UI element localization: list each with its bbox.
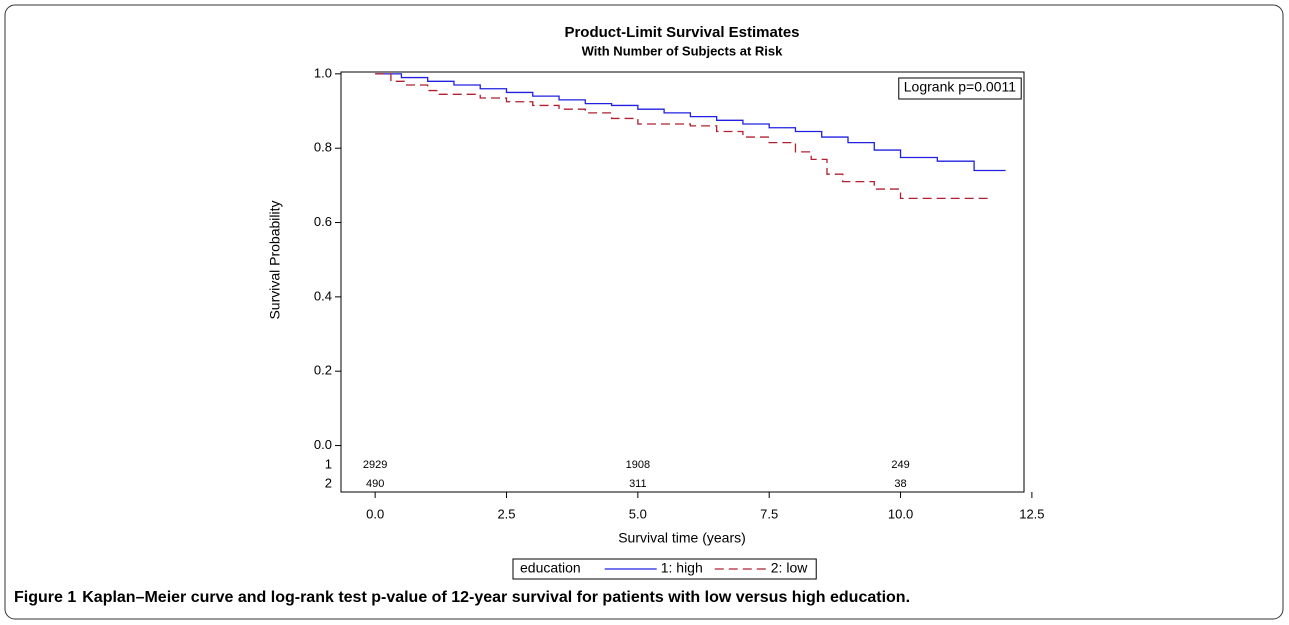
annotation-box — [898, 77, 1022, 100]
legend-label: 2: low — [771, 560, 808, 576]
caption-text: Kaplan–Meier curve and log-rank test p-v… — [82, 589, 910, 606]
survival-curve — [375, 73, 990, 200]
y-axis-label: Survival Probability — [267, 200, 283, 319]
legend-label: 1: high — [661, 560, 703, 576]
x-tick-label: 5.0 — [629, 506, 647, 521]
legend-box — [512, 558, 817, 580]
caption: Figure 1 Kaplan–Meier curve and log-rank … — [14, 589, 910, 606]
y-tick-label: 0.4 — [314, 288, 332, 303]
x-tick-label: 12.5 — [1019, 506, 1044, 521]
x-tick-label: 7.5 — [760, 506, 778, 521]
x-tick-label: 10.0 — [888, 506, 913, 521]
survival-curve — [375, 73, 1006, 172]
at-risk-count: 490 — [366, 478, 384, 490]
chart-title: Product-Limit Survival Estimates — [564, 24, 799, 41]
at-risk-count: 38 — [894, 478, 906, 490]
at-risk-count: 249 — [891, 459, 909, 471]
at-risk-count: 2929 — [363, 459, 387, 471]
at-risk-row-label: 1 — [325, 456, 332, 471]
x-tick-label: 0.0 — [366, 506, 384, 521]
plot-frame — [340, 71, 1025, 493]
y-tick-label: 1.0 — [314, 65, 332, 80]
at-risk-count: 1908 — [626, 459, 650, 471]
y-tick-label: 0.6 — [314, 214, 332, 229]
y-tick-label: 0.0 — [314, 437, 332, 452]
figure-frame — [4, 4, 1284, 620]
logrank-annotation: Logrank p=0.0011 — [904, 79, 1016, 95]
y-tick-label: 0.2 — [314, 363, 332, 378]
x-axis-label: Survival time (years) — [618, 530, 746, 546]
legend-title: education — [520, 560, 581, 576]
legend: education 1: high 2: low — [512, 558, 817, 580]
at-risk-count: 311 — [629, 478, 647, 490]
caption-label: Figure 1 — [14, 589, 76, 606]
y-tick-label: 0.8 — [314, 140, 332, 155]
x-tick-label: 2.5 — [497, 506, 515, 521]
at-risk-row-label: 2 — [325, 475, 332, 490]
chart-subtitle: With Number of Subjects at Risk — [582, 43, 783, 58]
